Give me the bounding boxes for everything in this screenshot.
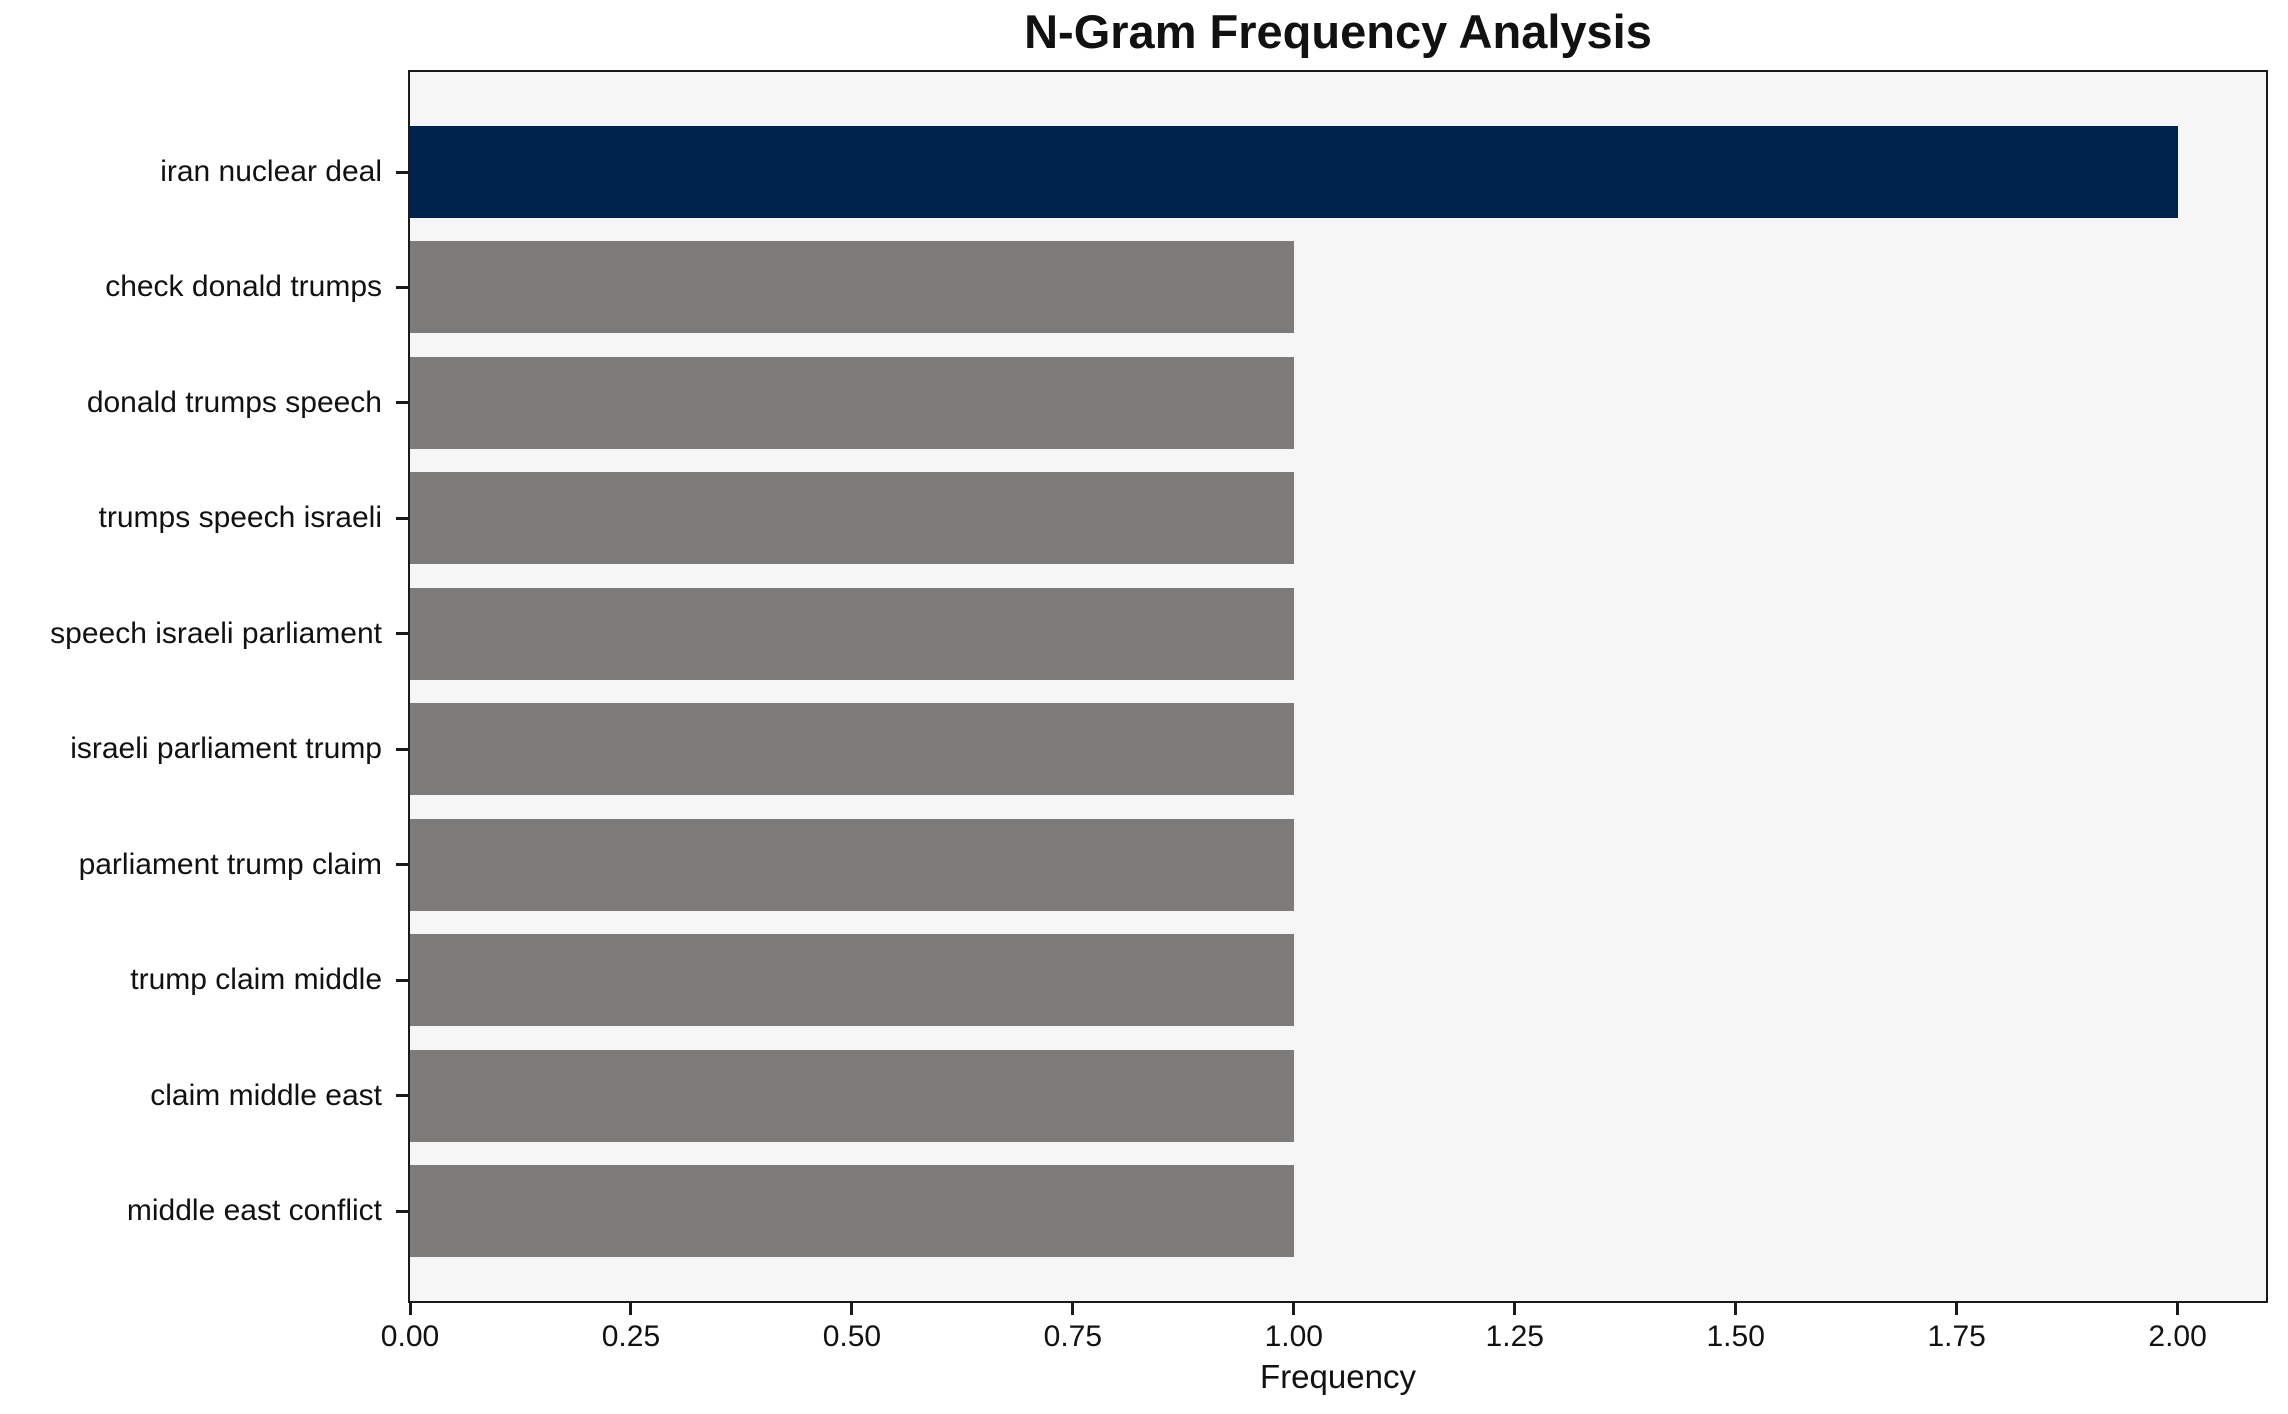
x-tick-mark [2176,1303,2180,1315]
x-tick-label: 1.00 [1264,1320,1323,1353]
y-axis-label: parliament trump claim [78,847,382,881]
x-tick-mark [1955,1303,1959,1315]
y-axis-label: claim middle east [150,1078,382,1112]
x-tick-mark [408,1303,412,1315]
y-axis-label: trump claim middle [130,963,382,997]
y-tick-mark [396,401,408,405]
y-axis-label: middle east conflict [126,1194,382,1227]
x-tick-label: 0.00 [380,1320,440,1353]
plot-area [408,70,2268,1303]
bar [410,703,1294,796]
y-axis-label: donald trumps speech [86,385,382,419]
y-axis-label: speech israeli parliament [50,616,382,650]
bar [410,934,1294,1027]
bar [410,587,1294,680]
x-tick-mark [1734,1303,1738,1315]
bar [410,1049,1294,1142]
x-tick-mark [1513,1303,1517,1315]
x-tick-mark [850,1303,854,1315]
bar [410,126,2178,218]
y-axis-label: trumps speech israeli [98,501,382,535]
bar [410,818,1294,911]
bar [410,241,1294,334]
y-axis-label: check donald trumps [105,270,382,304]
x-tick-label: 0.50 [822,1320,882,1353]
y-axis-label: israeli parliament trump [70,732,382,766]
x-tick-label: 0.25 [601,1320,661,1353]
bar [410,472,1294,565]
y-axis-label: iran nuclear deal [160,155,382,188]
x-tick-label: 0.75 [1043,1320,1103,1353]
y-tick-mark [396,747,408,751]
x-axis-title: Frequency [1260,1358,1416,1395]
chart-title: N-Gram Frequency Analysis [1024,5,1652,58]
y-tick-mark [396,978,408,982]
y-tick-mark [396,1094,408,1098]
y-tick-mark [396,863,408,867]
x-tick-mark [629,1303,633,1315]
x-tick-mark [1071,1303,1075,1315]
x-tick-label: 2.00 [2148,1320,2207,1353]
y-tick-mark [396,1209,408,1213]
y-tick-mark [396,285,408,289]
x-tick-label: 1.25 [1485,1320,1544,1353]
x-tick-label: 1.75 [1927,1320,1986,1353]
x-tick-mark [1292,1303,1296,1315]
y-tick-mark [396,516,408,520]
y-tick-mark [396,632,408,636]
y-tick-mark [396,170,408,174]
bar [410,1165,1294,1257]
bar [410,356,1294,449]
x-tick-label: 1.50 [1706,1320,1765,1353]
